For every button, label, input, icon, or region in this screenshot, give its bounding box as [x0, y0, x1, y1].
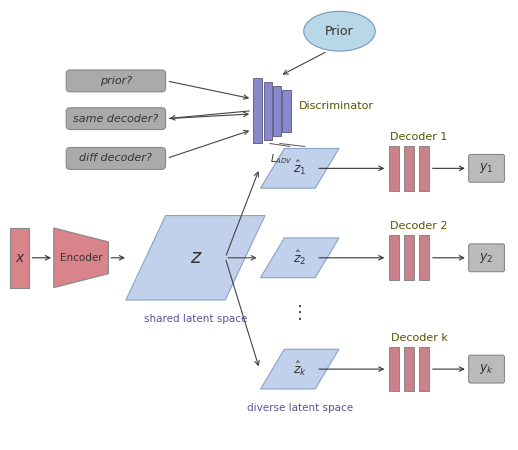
FancyBboxPatch shape [469, 154, 505, 182]
Polygon shape [261, 238, 339, 278]
Text: prior?: prior? [100, 76, 132, 86]
Polygon shape [9, 228, 30, 288]
FancyBboxPatch shape [66, 148, 166, 169]
Polygon shape [419, 146, 429, 191]
Text: $y_2$: $y_2$ [480, 251, 494, 265]
FancyBboxPatch shape [66, 70, 166, 92]
Polygon shape [419, 235, 429, 280]
Text: Prior: Prior [325, 25, 354, 38]
Text: Decoder 1: Decoder 1 [391, 132, 448, 142]
Polygon shape [389, 347, 399, 392]
Text: diff decoder?: diff decoder? [79, 153, 152, 163]
Text: $L_{ADV}$: $L_{ADV}$ [270, 153, 292, 166]
Text: ⋮: ⋮ [291, 305, 309, 323]
FancyBboxPatch shape [469, 355, 505, 383]
Text: x: x [16, 251, 24, 265]
Polygon shape [419, 347, 429, 392]
FancyBboxPatch shape [469, 244, 505, 272]
Polygon shape [126, 216, 265, 300]
Polygon shape [264, 82, 272, 140]
Polygon shape [273, 86, 281, 135]
Text: Encoder: Encoder [60, 253, 103, 263]
Polygon shape [404, 235, 414, 280]
Polygon shape [389, 146, 399, 191]
Polygon shape [282, 90, 291, 131]
Polygon shape [404, 146, 414, 191]
Ellipse shape [304, 11, 375, 51]
Text: diverse latent space: diverse latent space [247, 403, 353, 413]
Text: Decoder 2: Decoder 2 [390, 221, 448, 231]
Text: $y_k$: $y_k$ [479, 362, 494, 376]
Text: Discriminator: Discriminator [299, 101, 374, 111]
Text: z: z [190, 248, 200, 267]
Polygon shape [389, 235, 399, 280]
Polygon shape [404, 347, 414, 392]
Polygon shape [261, 148, 339, 188]
Text: same decoder?: same decoder? [73, 114, 159, 124]
FancyBboxPatch shape [66, 108, 166, 130]
Polygon shape [261, 349, 339, 389]
Text: $\hat{z}_1$: $\hat{z}_1$ [293, 159, 307, 177]
Text: Decoder k: Decoder k [391, 333, 448, 343]
Text: $\hat{z}_k$: $\hat{z}_k$ [293, 360, 307, 378]
Text: shared latent space: shared latent space [143, 314, 247, 324]
Text: $y_1$: $y_1$ [479, 162, 494, 176]
Text: $\hat{z}_2$: $\hat{z}_2$ [293, 249, 307, 267]
Polygon shape [253, 78, 262, 143]
Polygon shape [54, 228, 108, 288]
